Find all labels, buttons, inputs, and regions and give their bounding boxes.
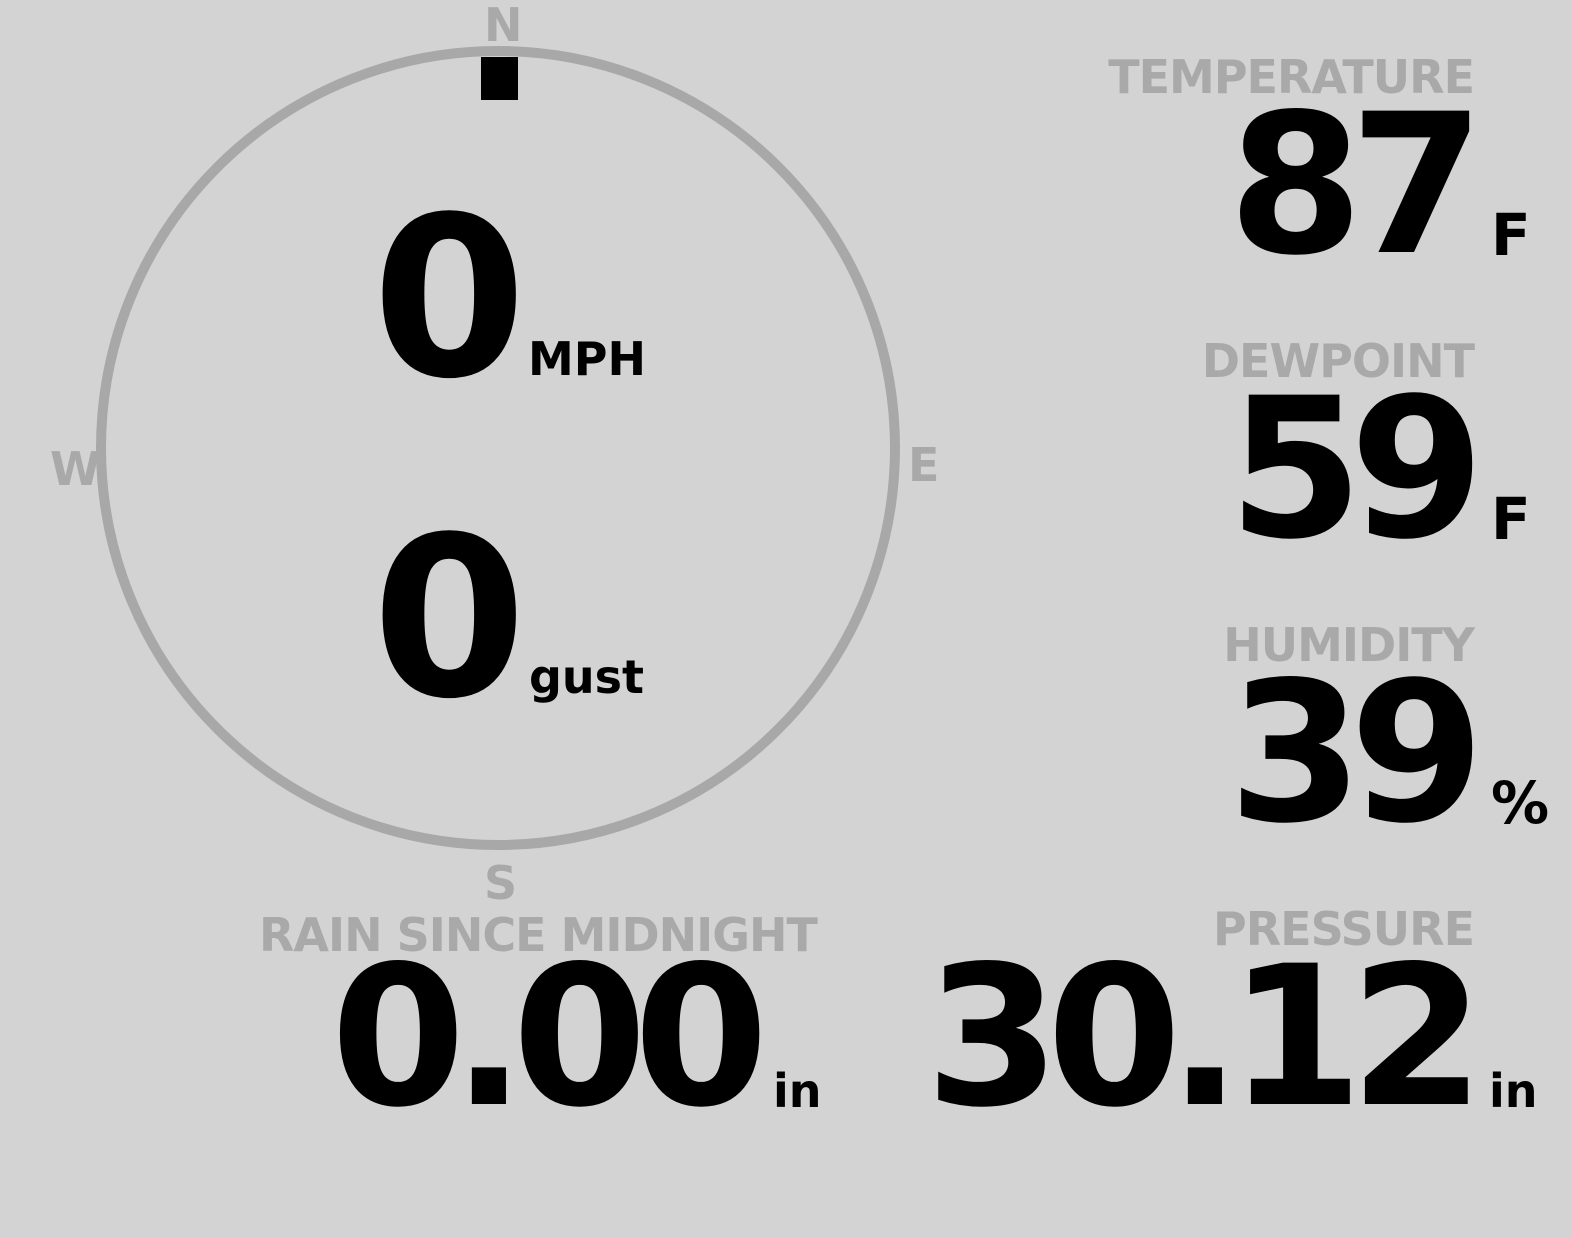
dewpoint-unit: F xyxy=(1491,485,1531,553)
dewpoint-label: DEWPOINT xyxy=(1201,334,1475,388)
compass-west-label: W xyxy=(50,442,101,496)
temperature-label: TEMPERATURE xyxy=(1108,50,1475,104)
dewpoint-value: 59 xyxy=(1228,356,1484,582)
humidity-label: HUMIDITY xyxy=(1223,618,1475,672)
humidity-value: 39 xyxy=(1228,640,1484,866)
rain-unit: in xyxy=(773,1064,822,1118)
wind-speed-unit: MPH xyxy=(528,332,646,386)
temperature-unit: F xyxy=(1491,201,1531,269)
humidity-unit: % xyxy=(1491,769,1550,837)
temperature-value: 87 xyxy=(1228,72,1484,298)
compass-east-label: E xyxy=(908,438,940,492)
rain-value: 0.00 xyxy=(330,924,769,1150)
wind-direction-indicator xyxy=(481,57,518,100)
pressure-unit: in xyxy=(1489,1064,1538,1118)
compass-south-label: S xyxy=(484,856,518,910)
compass-ring xyxy=(96,46,900,850)
wind-gust-value: 0 xyxy=(372,490,526,748)
rain-label: RAIN SINCE MIDNIGHT xyxy=(259,908,818,962)
wind-gust-unit: gust xyxy=(529,650,645,704)
pressure-value: 30.12 xyxy=(925,924,1484,1150)
wind-compass xyxy=(96,46,900,850)
compass-north-label: N xyxy=(484,0,523,52)
wind-speed-value: 0 xyxy=(372,170,526,428)
pressure-label: PRESSURE xyxy=(1213,902,1475,956)
